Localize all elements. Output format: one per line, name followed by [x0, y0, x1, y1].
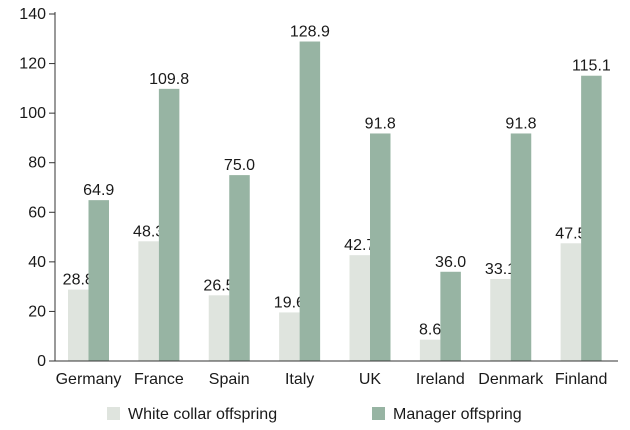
legend-label: White collar offspring [128, 406, 277, 423]
manager-bar [440, 271, 461, 361]
x-category-label: Finland [555, 371, 607, 388]
y-tick-label: 100 [19, 105, 46, 122]
y-tick-label: 120 [19, 56, 46, 73]
white-collar-bar [349, 255, 370, 361]
legend-swatch [107, 407, 120, 420]
data-label: 28.8 [63, 272, 94, 289]
data-label: 64.9 [83, 182, 114, 199]
y-tick-label: 40 [28, 254, 46, 271]
manager-bar [88, 200, 109, 361]
data-label: 109.8 [149, 71, 189, 88]
manager-bar [370, 133, 391, 361]
y-tick-label: 20 [28, 303, 46, 320]
data-label: 42.7 [344, 237, 375, 254]
manager-bar [229, 175, 250, 361]
y-tick-label: 140 [19, 6, 46, 23]
y-tick-label: 80 [28, 155, 46, 172]
manager-bar [510, 133, 532, 361]
data-label: 33.1 [485, 261, 516, 278]
white-collar-bar [279, 312, 300, 361]
y-tick-label: 60 [28, 204, 46, 221]
x-category-label: France [134, 371, 184, 388]
white-collar-bar [419, 339, 441, 361]
x-category-label: Italy [285, 371, 314, 388]
x-category-label: Ireland [416, 371, 465, 388]
data-label: 91.8 [505, 115, 536, 132]
x-category-label: Denmark [478, 371, 544, 388]
data-label: 19.6 [274, 294, 305, 311]
x-category-label: Germany [56, 371, 122, 388]
manager-bar [299, 41, 321, 361]
white-collar-bar [560, 243, 582, 361]
white-collar-bar [138, 241, 159, 361]
manager-bar [158, 88, 180, 362]
x-category-label: Spain [209, 371, 250, 388]
data-label: 91.8 [365, 115, 396, 132]
data-label: 75.0 [224, 157, 255, 174]
data-label: 47.5 [555, 225, 586, 242]
white-collar-bar [208, 295, 230, 361]
data-label: 8.6 [419, 322, 441, 339]
white-collar-bar [490, 278, 511, 361]
data-label: 128.9 [290, 24, 330, 41]
legend-swatch [372, 407, 385, 420]
data-label: 115.1 [572, 58, 611, 75]
data-label: 26.5 [203, 277, 234, 294]
legend-label: Manager offspring [393, 406, 522, 423]
manager-bar [581, 75, 602, 361]
y-tick-label: 0 [37, 353, 46, 370]
data-label: 36.0 [435, 254, 466, 271]
data-label: 48.3 [133, 223, 164, 240]
x-category-label: UK [359, 371, 382, 388]
white-collar-bar [68, 289, 89, 361]
